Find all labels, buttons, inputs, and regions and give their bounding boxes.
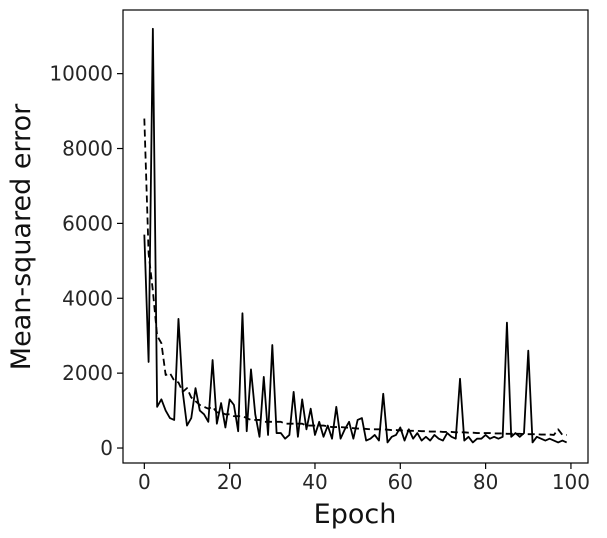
x-tick-label: 60 bbox=[388, 470, 413, 494]
y-axis-title: Mean-squared error bbox=[6, 103, 37, 370]
x-tick-label: 80 bbox=[473, 470, 498, 494]
series-line-solid bbox=[143, 27, 568, 444]
x-tick-label: 20 bbox=[217, 470, 242, 494]
plot-frame bbox=[122, 9, 589, 464]
plot-area: 0 20 40 60 80 100 0 2000 4000 6000 8000 10000 bbox=[49, 9, 590, 494]
x-tick-label: 40 bbox=[302, 470, 327, 494]
y-tick-label: 10000 bbox=[49, 62, 113, 86]
x-tick-label: 0 bbox=[138, 470, 151, 494]
y-tick-label: 6000 bbox=[62, 211, 113, 235]
y-ticks: 0 2000 4000 6000 8000 10000 bbox=[49, 62, 123, 460]
x-ticks: 0 20 40 60 80 100 bbox=[138, 463, 590, 494]
series-line-dashed bbox=[143, 118, 567, 436]
y-tick-label: 8000 bbox=[62, 137, 113, 161]
series-lines bbox=[143, 27, 568, 444]
x-axis-title: Epoch bbox=[314, 499, 397, 530]
y-tick-label: 0 bbox=[100, 436, 113, 460]
y-tick-label: 4000 bbox=[62, 286, 113, 310]
y-tick-label: 2000 bbox=[62, 361, 113, 385]
x-tick-label: 100 bbox=[552, 470, 590, 494]
